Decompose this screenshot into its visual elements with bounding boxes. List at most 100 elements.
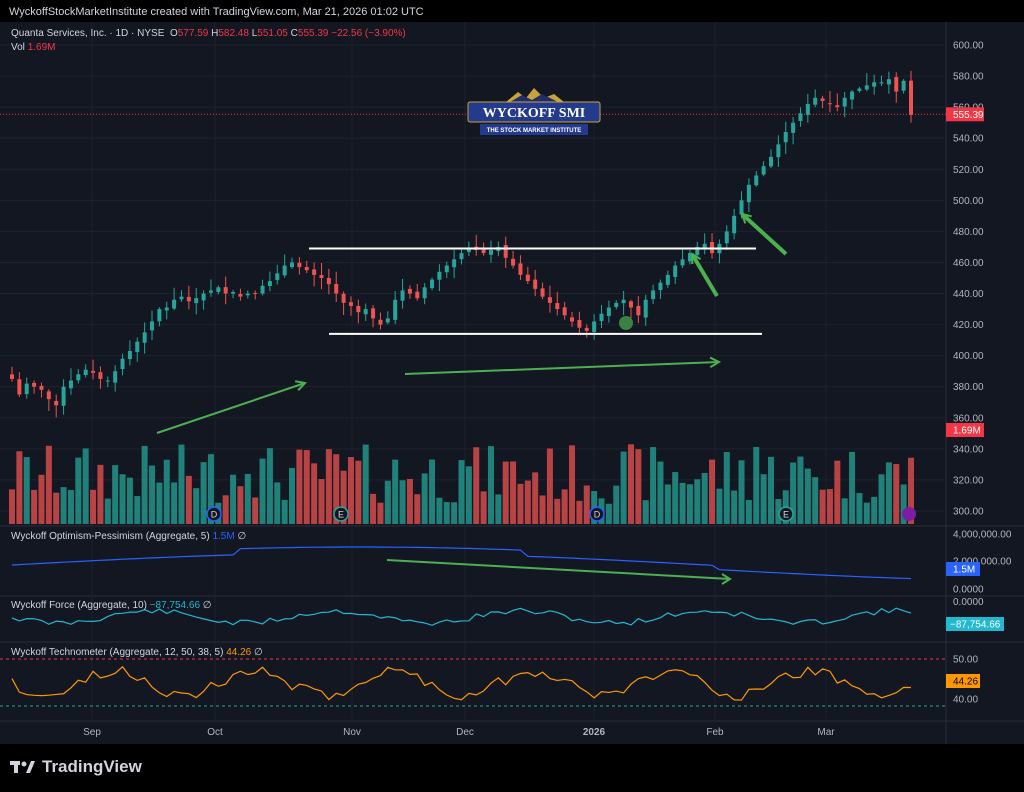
candle-body	[540, 288, 545, 297]
volume-bar	[458, 460, 465, 524]
candle-body	[805, 104, 810, 115]
event-marker-label: D	[594, 510, 601, 520]
candle-body	[179, 296, 184, 300]
time-tick-label: Nov	[343, 727, 361, 738]
candle-body	[341, 293, 346, 303]
price-tick-label: 300.00	[953, 507, 984, 518]
force-value: −87,754.66	[149, 600, 201, 611]
trend-arrow	[156, 382, 306, 434]
price-tick-label: 580.00	[953, 72, 984, 83]
arrow-head	[721, 573, 732, 585]
candle-body	[83, 369, 88, 375]
volume-bar	[104, 498, 111, 524]
annotations	[156, 212, 788, 585]
trend-arrow	[690, 252, 719, 298]
candle-body	[584, 327, 589, 331]
candle-body	[172, 299, 177, 309]
volume-bar	[517, 483, 524, 524]
op-badge-label: 1.5M	[953, 565, 975, 576]
price-tick-label: 380.00	[953, 382, 984, 393]
volume-bar	[812, 477, 819, 524]
volume-badge-label: 1.69M	[953, 426, 981, 437]
volume-bar	[156, 482, 163, 524]
candle-body	[245, 293, 250, 296]
volume-bar	[207, 454, 214, 524]
candle-body	[400, 290, 405, 301]
candle-body	[378, 319, 383, 325]
volume-bar	[893, 464, 900, 524]
candle-body	[113, 371, 118, 383]
candle-body	[231, 291, 236, 294]
candle-body	[326, 278, 331, 285]
time-tick-label: Oct	[207, 727, 223, 738]
techno-line	[11, 665, 912, 701]
op-name: Wyckoff Optimism-Pessimism (Aggregate, 5…	[11, 531, 210, 542]
volume-bar	[532, 472, 539, 524]
volume-bar	[126, 477, 133, 524]
price-tick-label: 440.00	[953, 289, 984, 300]
candle-body	[562, 307, 567, 316]
vol-value: 1.69M	[27, 42, 56, 53]
candle-body	[61, 386, 66, 406]
volume-bar	[340, 470, 347, 524]
symbol-name: Quanta Services, Inc. · 1D · NYSE	[11, 28, 165, 39]
price-tick-label: 340.00	[953, 444, 984, 455]
candle-body	[452, 259, 457, 268]
price-axis[interactable]: 600.00580.00560.00540.00520.00500.00480.…	[946, 41, 1012, 706]
time-tick-label: Dec	[456, 727, 474, 738]
volume-bar	[311, 463, 318, 524]
wyckoff-logo: WYCKOFF SMI THE STOCK MARKET INSTITUTE	[467, 88, 601, 135]
volume-bar	[377, 502, 384, 524]
op-tick-label: 2,000,000.00	[953, 557, 1012, 568]
volume-bar	[495, 494, 502, 524]
candle-body	[164, 307, 169, 311]
volume-bar	[45, 445, 52, 524]
candle-body	[798, 113, 803, 121]
volume-bar	[841, 498, 848, 524]
volume-bar	[871, 496, 878, 524]
low-label: L	[251, 28, 258, 39]
volume-bar	[362, 444, 369, 524]
close-value: 555.39	[297, 28, 329, 39]
volume-bar	[613, 485, 620, 524]
volume-bar	[686, 484, 693, 524]
time-axis[interactable]: Sep Oct Nov Dec 2026 Feb Mar	[83, 727, 835, 738]
volume-bar	[908, 457, 914, 524]
candle-body	[10, 374, 14, 379]
volume-bar	[635, 449, 642, 524]
volume-bar	[163, 459, 170, 524]
volume-bar	[849, 451, 856, 524]
candle-body	[223, 287, 228, 294]
volume-bar	[406, 478, 413, 524]
volume-bar	[753, 446, 760, 524]
open-label: O	[169, 28, 178, 39]
candle-body	[857, 88, 862, 91]
volume-bar	[731, 490, 738, 524]
volume-bar	[863, 502, 870, 524]
candles	[10, 70, 913, 418]
volume-bar	[627, 444, 634, 524]
volume-bar	[355, 460, 362, 524]
techno-legend: Wyckoff Technometer (Aggregate, 12, 50, …	[11, 647, 263, 658]
force-badge	[946, 617, 1004, 631]
candle-body	[791, 122, 796, 133]
close-label: C	[290, 28, 298, 39]
volume-bar	[274, 482, 281, 524]
tradingview-brand[interactable]: TradingView	[10, 757, 142, 777]
candle-body	[739, 200, 744, 215]
candle-body	[864, 85, 869, 90]
candle-body	[776, 144, 781, 158]
op-tick-label: 4,000,000.00	[953, 530, 1012, 541]
candle-body	[157, 309, 162, 322]
volume-bar	[900, 484, 907, 524]
tradingview-icon	[10, 761, 35, 773]
price-tick-label: 500.00	[953, 196, 984, 207]
candle-body	[658, 282, 663, 290]
candle-body	[68, 380, 73, 389]
volume-bar	[804, 468, 811, 524]
candle-body	[216, 287, 221, 292]
volume-badge	[946, 423, 984, 437]
volume-bar	[237, 486, 244, 524]
candle-body	[687, 253, 692, 262]
price-tick-label: 360.00	[953, 413, 984, 424]
